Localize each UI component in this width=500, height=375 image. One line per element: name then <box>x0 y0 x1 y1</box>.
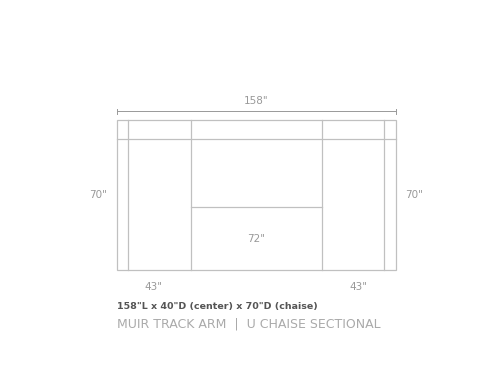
Text: 158": 158" <box>244 96 268 106</box>
Text: 43": 43" <box>350 282 368 292</box>
Bar <box>117 120 396 270</box>
Text: 43": 43" <box>144 282 162 292</box>
Text: 158"L x 40"D (center) x 70"D (chaise): 158"L x 40"D (center) x 70"D (chaise) <box>117 302 318 311</box>
Text: 70": 70" <box>89 190 107 200</box>
Text: MUIR TRACK ARM  |  U CHAISE SECTIONAL: MUIR TRACK ARM | U CHAISE SECTIONAL <box>117 318 380 331</box>
Text: 72": 72" <box>247 234 265 244</box>
Text: 70": 70" <box>406 190 423 200</box>
